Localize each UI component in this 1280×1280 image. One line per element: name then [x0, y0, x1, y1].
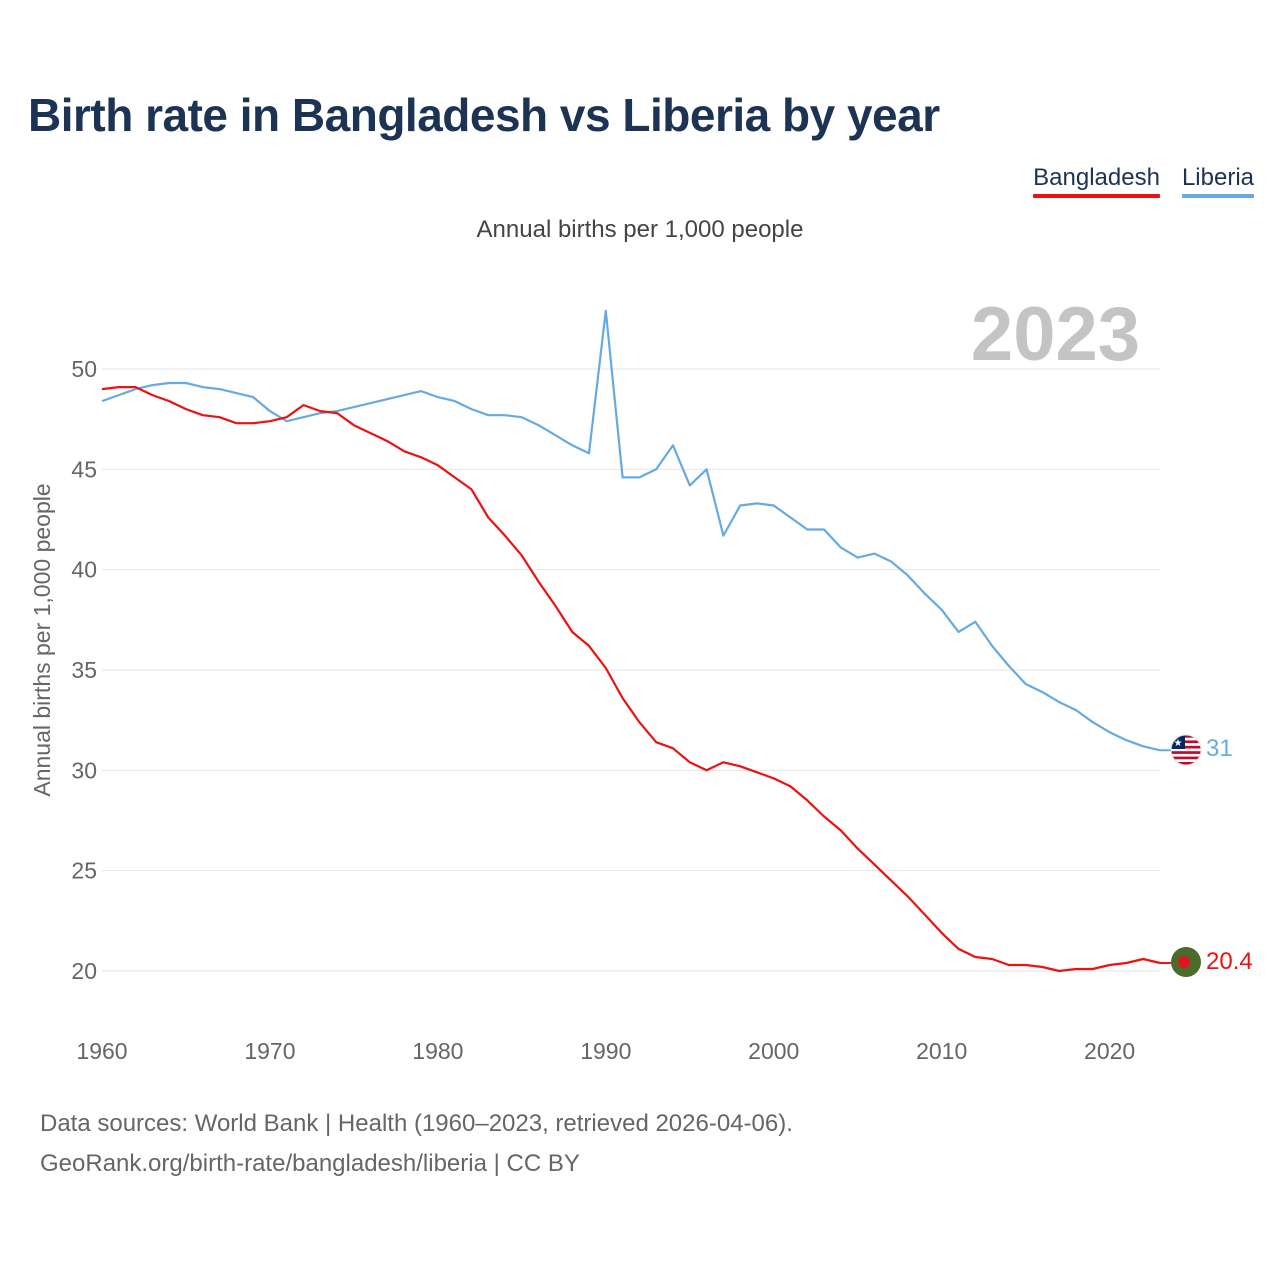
y-axis-label: Annual births per 1,000 people	[29, 483, 55, 796]
year-watermark: 2023	[971, 292, 1140, 377]
chart-subtitle: Annual births per 1,000 people	[476, 216, 804, 243]
x-tick-1970: 1970	[244, 1038, 295, 1064]
footer-sources: Data sources: World Bank | Health (1960–…	[40, 1110, 793, 1137]
footer-link[interactable]: GeoRank.org/birth-rate/bangladesh/liberi…	[40, 1150, 580, 1177]
footer: Data sources: World Bank | Health (1960–…	[40, 1104, 793, 1184]
series-line-bangladesh[interactable]	[101, 386, 1161, 973]
y-tick-50: 50	[71, 356, 97, 382]
x-tick-2020: 2020	[1084, 1038, 1135, 1064]
legend-item-bangladesh[interactable]: Bangladesh	[1033, 164, 1160, 198]
x-tick-labels: 1960 1970 1980 1990 2000 2010 2020	[76, 1038, 1135, 1064]
bangladesh-flag-icon	[1171, 947, 1201, 977]
legend-item-liberia[interactable]: Liberia	[1181, 164, 1254, 198]
series-lines	[101, 309, 1172, 973]
legend-label-bangladesh: Bangladesh	[1033, 164, 1160, 191]
y-tick-40: 40	[71, 557, 97, 583]
legend-swatch-liberia	[1181, 194, 1254, 198]
liberia-flag-icon: ★	[1170, 734, 1202, 766]
svg-text:★: ★	[1174, 738, 1183, 749]
y-tick-25: 25	[71, 858, 97, 884]
x-tick-1990: 1990	[580, 1038, 631, 1064]
legend-label-liberia: Liberia	[1181, 164, 1254, 191]
series-line-liberia[interactable]	[101, 309, 1161, 752]
end-value-liberia: 31	[1206, 735, 1233, 762]
y-tick-20: 20	[71, 958, 97, 984]
x-tick-1980: 1980	[412, 1038, 463, 1064]
legend-swatch-bangladesh	[1033, 194, 1160, 198]
legend: Bangladesh Liberia	[1033, 164, 1254, 198]
x-tick-1960: 1960	[76, 1038, 127, 1064]
x-tick-2010: 2010	[916, 1038, 967, 1064]
x-tick-2000: 2000	[748, 1038, 799, 1064]
y-tick-35: 35	[71, 657, 97, 683]
y-tick-30: 30	[71, 757, 97, 783]
y-tick-45: 45	[71, 456, 97, 482]
end-value-bangladesh: 20.4	[1206, 948, 1253, 975]
chart-title: Birth rate in Bangladesh vs Liberia by y…	[28, 89, 940, 141]
grid-lines	[102, 368, 1160, 972]
y-tick-labels: 20 25 30 35 40 45 50	[71, 356, 97, 984]
